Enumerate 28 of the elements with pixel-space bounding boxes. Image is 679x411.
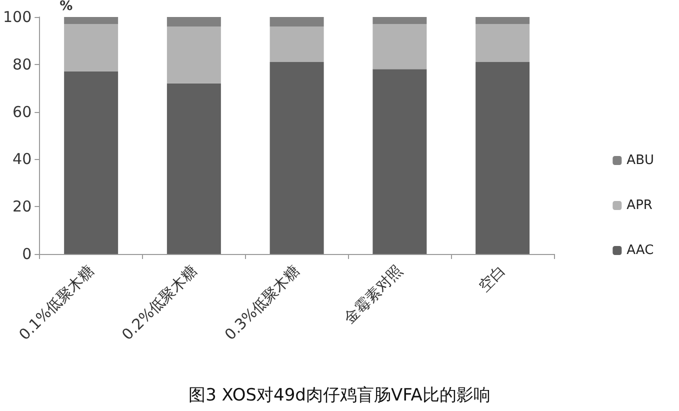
bar (64, 72, 118, 254)
y-tick-label: 80 (12, 55, 32, 74)
bar (372, 17, 427, 24)
y-tick-label: 20 (12, 198, 32, 216)
bar (476, 24, 530, 62)
bar (476, 17, 530, 24)
bar (166, 26, 221, 84)
bar (270, 17, 324, 26)
y-tick-label: 100 (2, 8, 32, 26)
x-tick-label: 金霉素对照 (340, 262, 406, 328)
x-tick-label: 空白 (474, 262, 509, 296)
bar (270, 26, 324, 62)
legend-label: APR (626, 198, 652, 213)
bar (64, 24, 118, 72)
legend-label: ABU (626, 153, 654, 168)
bar (166, 83, 221, 254)
bar (64, 17, 118, 24)
text: 图3 XOS对49d肉仔鸡盲肠VFA比的影响 (188, 386, 490, 406)
y-tick-label: 60 (12, 102, 32, 121)
y-tick-label: 0 (22, 245, 32, 263)
bar (166, 17, 221, 26)
bar (476, 62, 530, 254)
legend-label: AAC (626, 243, 654, 258)
bar (270, 62, 324, 254)
bar (372, 24, 427, 70)
bar (372, 69, 427, 254)
y-axis-title: % (60, 0, 73, 14)
y-tick-label: 40 (12, 150, 32, 168)
